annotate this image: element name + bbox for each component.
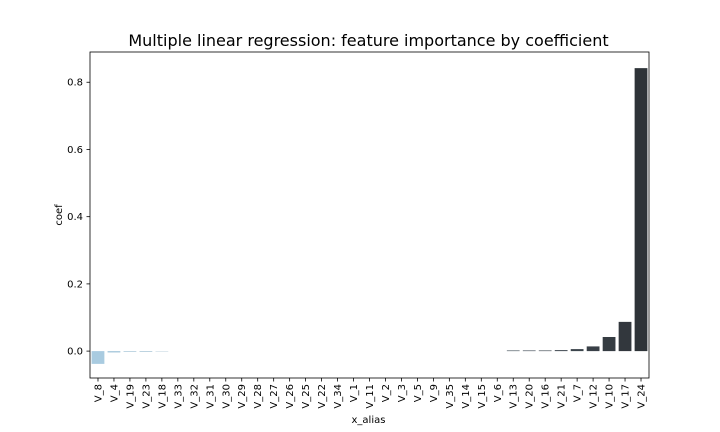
x-tick-label: V_9	[429, 384, 440, 402]
x-tick-label: V_16	[541, 384, 552, 409]
y-tick-label: 0.4	[67, 212, 83, 223]
x-tick-label: V_18	[157, 384, 168, 409]
x-tick-label: V_15	[477, 384, 488, 409]
x-tick-label: V_20	[525, 384, 536, 409]
x-tick-label: V_24	[637, 384, 648, 409]
x-tick-label: V_29	[237, 384, 248, 409]
x-tick-label: V_23	[141, 384, 152, 409]
bar-v-19	[123, 351, 137, 352]
x-tick-label: V_5	[413, 384, 424, 402]
x-axis-label: x_alias	[352, 415, 386, 426]
x-tick-label: V_28	[253, 384, 264, 409]
x-tick-label: V_34	[333, 384, 344, 409]
x-tick-label: V_7	[573, 384, 584, 402]
x-tick-label: V_4	[109, 384, 120, 402]
y-tick-label: 0.6	[67, 145, 83, 156]
bar-v-21	[554, 350, 568, 352]
bar-v-10	[602, 336, 616, 352]
y-tick-label: 0.8	[67, 78, 83, 89]
x-axis-ticks: V_8 V_4 V_19 V_23 V_18 V_33 V_32 V_31 V_30 V_29 V_…	[93, 378, 648, 409]
x-tick-label: V_10	[605, 384, 616, 409]
x-tick-label: V_3	[397, 384, 408, 402]
bar-v-4	[107, 351, 121, 353]
bar-v-7	[570, 349, 584, 352]
x-tick-label: V_26	[285, 384, 296, 409]
x-tick-label: V_32	[189, 384, 200, 409]
y-tick-label: 0.0	[67, 347, 83, 358]
x-tick-label: V_27	[269, 384, 280, 409]
x-tick-label: V_35	[445, 384, 456, 409]
x-tick-label: V_30	[221, 384, 232, 409]
x-tick-label: V_11	[365, 384, 376, 409]
x-tick-label: V_8	[93, 384, 104, 402]
bar-v-17	[618, 321, 632, 352]
chart-title: Multiple linear regression: feature impo…	[128, 31, 608, 50]
x-tick-label: V_6	[493, 384, 504, 402]
y-axis-ticks: 0.0 0.2 0.4 0.6 0.8	[67, 78, 90, 358]
bar-v-12	[586, 346, 600, 352]
bars-group	[91, 68, 648, 364]
y-tick-label: 0.2	[67, 279, 83, 290]
x-tick-label: V_21	[557, 384, 568, 409]
bar-v-23	[139, 351, 153, 352]
x-tick-label: V_1	[349, 384, 360, 402]
x-tick-label: V_14	[461, 384, 472, 409]
x-tick-label: V_19	[125, 384, 136, 409]
x-tick-label: V_25	[301, 384, 312, 409]
bar-v-24	[634, 68, 648, 352]
bar-v-16	[538, 350, 552, 352]
x-tick-label: V_33	[173, 384, 184, 409]
bar-v-20	[522, 350, 536, 352]
x-tick-label: V_17	[621, 384, 632, 409]
x-tick-label: V_2	[381, 384, 392, 402]
plot-frame	[89, 51, 650, 379]
x-tick-label: V_13	[509, 384, 520, 409]
bar-v-13	[506, 350, 520, 352]
x-tick-label: V_31	[205, 384, 216, 409]
y-axis-label: coef	[54, 204, 65, 226]
bar-v-8	[91, 351, 105, 364]
x-tick-label: V_12	[589, 384, 600, 409]
x-tick-label: V_22	[317, 384, 328, 409]
